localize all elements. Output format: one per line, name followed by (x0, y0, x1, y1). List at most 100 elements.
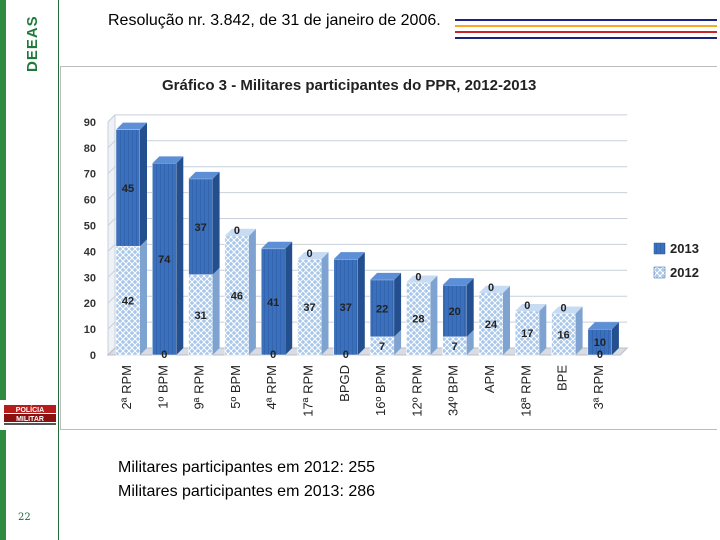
data-label-2013: 0 (561, 303, 567, 315)
chart-title: Gráfico 3 - Militares participantes do P… (162, 77, 537, 94)
y-tick-label: 90 (84, 117, 96, 129)
bar-2013-front (260, 248, 286, 356)
data-label-2013: 37 (340, 302, 352, 314)
x-tick-label: 9ª RPM (192, 365, 207, 410)
y-tick-label: 10 (84, 324, 96, 336)
chart-floor (106, 347, 629, 356)
bar-2013-top (587, 322, 619, 330)
y-tick-label: 50 (84, 221, 96, 233)
svg-text:POLÍCIA: POLÍCIA (16, 405, 44, 414)
bar-2013-side (611, 322, 619, 355)
x-tick-label: 12º RPM (409, 365, 424, 417)
data-label-2013: 37 (194, 222, 206, 234)
y-tick-label: 80 (84, 143, 96, 155)
footer-line-2012: Militares participantes em 2012: 255 (118, 459, 376, 476)
bar-2012-side (466, 329, 474, 355)
gridline-depth (107, 321, 116, 330)
footer-line-2013: Militares participantes em 2013: 286 (118, 483, 376, 500)
gridline-depth (107, 192, 116, 200)
bar-2013-front (115, 129, 141, 247)
legend-label: 2012 (670, 265, 699, 280)
bar-2013-front (188, 178, 213, 275)
footer-summary: Militares participantes em 2012: 255 Mil… (118, 456, 375, 504)
x-tick-label: 16º BPM (373, 365, 388, 416)
data-label-2012: 0 (343, 349, 349, 361)
data-label-2013: 20 (449, 306, 461, 318)
gridline-depth (107, 114, 116, 123)
svg-text:MILITAR: MILITAR (16, 416, 44, 423)
bar-2012-side (212, 267, 220, 355)
bar-2012 (551, 306, 583, 356)
bar-2012-front (297, 258, 322, 356)
x-tick-label: 34º BPM (446, 365, 461, 416)
y-tick-label: 0 (90, 350, 96, 362)
data-label-2013: 74 (158, 254, 171, 266)
data-label-2012: 16 (557, 329, 569, 341)
bar-top-cap (406, 275, 438, 283)
data-label-2013: 0 (415, 271, 421, 283)
bar-2013-side (394, 272, 402, 337)
x-tick-label: 4ª RPM (264, 365, 279, 410)
y-tick-label: 20 (84, 298, 96, 310)
bar-top-cap (515, 303, 547, 311)
x-tick-label: 18ª RPM (518, 365, 533, 417)
sidebar-accent-top (0, 0, 6, 400)
gridline-depth (107, 269, 116, 278)
y-tick-label: 40 (84, 246, 96, 258)
bar-top-cap (224, 228, 256, 236)
header-decorative-lines (455, 19, 717, 39)
legend-swatch (653, 242, 666, 255)
bar-2013-top (370, 272, 402, 280)
bar-2013-side (357, 252, 365, 355)
bar-2013-top (116, 122, 147, 130)
bar-2012-side (430, 275, 438, 355)
x-tick-label: 2ª RPM (119, 365, 134, 410)
bar-2013-top (261, 241, 293, 249)
gridline-depth (107, 140, 116, 149)
x-tick-label: 17ª RPM (301, 365, 316, 417)
bar-2013-side (176, 156, 184, 355)
bar-2012-front (515, 310, 540, 356)
sidebar-accent-bottom (0, 430, 6, 540)
x-tick-label: BPE (555, 365, 570, 391)
bar-2013-side (466, 278, 474, 337)
bar-2012-side (394, 329, 402, 355)
bar-2012-front (551, 313, 576, 356)
x-tick-label: 3ª RPM (591, 365, 606, 410)
legend-swatch (653, 266, 666, 279)
bar-2013 (369, 272, 402, 338)
bar-2013-side (285, 241, 293, 355)
data-label-2013: 45 (122, 183, 134, 195)
bar-2012-side (539, 303, 547, 355)
bar-2013-side (212, 171, 220, 275)
bar-2013 (260, 241, 293, 356)
chart-side-wall (107, 113, 116, 357)
bar-2013 (442, 278, 474, 338)
bar-2013 (587, 322, 619, 356)
bar-2012-side (575, 306, 583, 355)
data-label-2013: 22 (376, 303, 388, 315)
bar-2013-top (442, 278, 474, 286)
bar-2012-front (478, 292, 504, 356)
y-tick-label: 70 (84, 169, 96, 181)
data-label-2012: 24 (485, 319, 498, 331)
y-tick-label: 60 (84, 195, 96, 207)
bar-2012 (115, 239, 147, 356)
data-label-2012: 37 (303, 302, 315, 314)
bar-top-cap (297, 252, 329, 260)
bar-2012 (515, 303, 547, 356)
x-tick-label: 1º BPM (155, 365, 170, 409)
y-tick-label: 30 (84, 272, 96, 284)
data-label-2012: 0 (270, 349, 276, 361)
data-label-2012: 7 (452, 341, 458, 353)
sidebar: DEEAS POLÍCIA MILITAR 22 (0, 0, 59, 540)
bar-2013 (152, 156, 184, 356)
gridline-depth (107, 244, 116, 252)
bar-top-cap (551, 306, 583, 314)
data-label-2012: 46 (231, 290, 243, 302)
data-label-2012: 17 (521, 328, 533, 340)
data-label-2012: 28 (412, 314, 424, 326)
data-label-2013: 0 (488, 282, 494, 294)
data-label-2013: 0 (524, 300, 530, 312)
data-label-2012: 31 (194, 310, 206, 322)
